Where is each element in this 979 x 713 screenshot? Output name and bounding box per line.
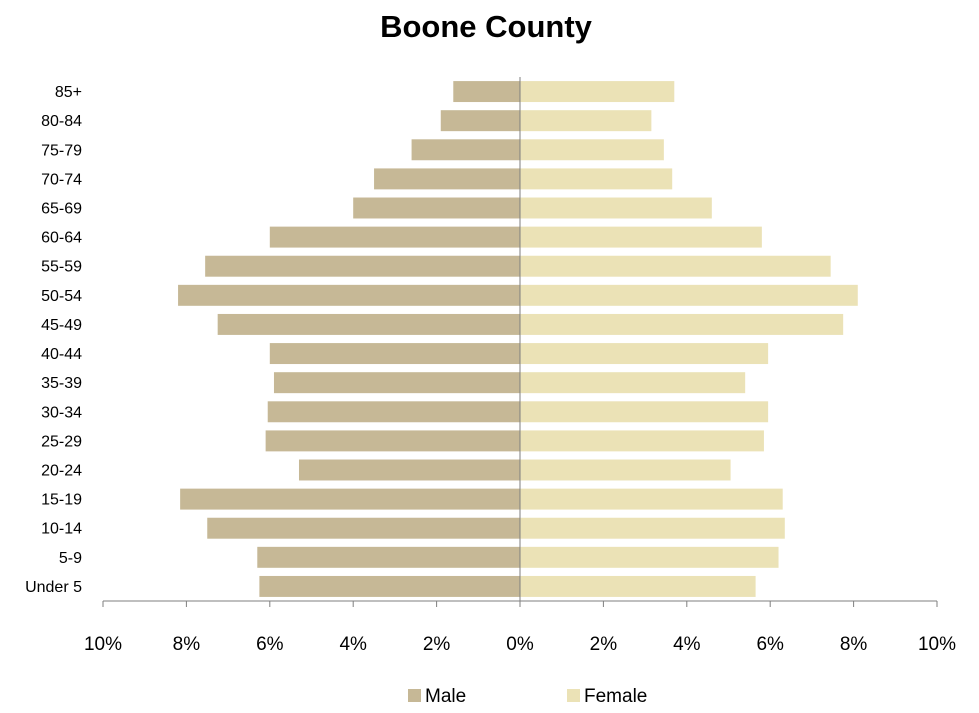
category-label-13: 20-24 (41, 463, 82, 480)
x-tick-label-10: 10% (918, 634, 956, 655)
bar-male-16 (257, 546, 520, 568)
bar-male-15 (207, 517, 520, 539)
bar-male-5 (269, 226, 520, 248)
bar-male-12 (265, 430, 520, 452)
bar-female-4 (520, 197, 712, 219)
x-tick-label-6: 2% (590, 634, 618, 655)
x-tick-label-1: 8% (173, 634, 201, 655)
x-tick-label-9: 8% (840, 634, 868, 655)
bar-male-14 (180, 488, 520, 510)
bar-male-1 (440, 110, 520, 132)
x-tick-label-4: 2% (423, 634, 451, 655)
category-label-8: 45-49 (41, 317, 82, 334)
bar-female-5 (520, 226, 762, 248)
bar-female-10 (520, 372, 746, 394)
male-bars (178, 81, 521, 597)
bar-male-17 (259, 575, 521, 597)
category-labels: 85+ 80-84 75-79 70-74 65-69 60-64 55-59 50-54 45… (25, 84, 82, 596)
chart-title: Boone County (380, 9, 593, 44)
category-label-1: 80-84 (41, 113, 82, 130)
category-label-5: 60-64 (41, 230, 82, 247)
category-label-11: 30-34 (41, 404, 82, 421)
bar-male-2 (411, 139, 520, 161)
category-label-3: 70-74 (41, 171, 82, 188)
category-label-12: 25-29 (41, 433, 82, 450)
bar-male-7 (178, 284, 520, 306)
bar-male-6 (205, 255, 520, 277)
legend: Male Female (408, 686, 647, 707)
category-label-6: 55-59 (41, 259, 82, 276)
bar-male-9 (269, 343, 520, 365)
legend-female-swatch (567, 689, 580, 702)
category-label-14: 15-19 (41, 492, 82, 509)
bar-male-0 (453, 81, 520, 103)
bar-female-15 (520, 517, 785, 539)
bar-female-0 (520, 81, 675, 103)
bar-female-12 (520, 430, 764, 452)
bar-male-4 (353, 197, 520, 219)
legend-male-swatch (408, 689, 421, 702)
x-tick-label-0: 10% (84, 634, 122, 655)
bar-male-11 (267, 401, 520, 423)
x-tick-label-2: 6% (256, 634, 284, 655)
category-label-16: 5-9 (59, 550, 82, 567)
category-label-7: 50-54 (41, 288, 82, 305)
x-tick-label-5: 0% (506, 634, 534, 655)
female-bars (520, 81, 858, 597)
legend-female-label: Female (584, 686, 647, 707)
bar-female-14 (520, 488, 783, 510)
x-tick-label-7: 4% (673, 634, 701, 655)
bar-male-3 (374, 168, 520, 190)
bar-female-6 (520, 255, 831, 277)
bar-female-13 (520, 459, 731, 481)
legend-male-label: Male (425, 686, 466, 707)
bar-female-8 (520, 313, 844, 335)
bar-female-7 (520, 284, 858, 306)
category-label-17: Under 5 (25, 579, 82, 596)
category-label-2: 75-79 (41, 142, 82, 159)
category-label-4: 65-69 (41, 201, 82, 218)
bar-female-3 (520, 168, 673, 190)
bar-male-10 (273, 372, 520, 394)
bar-female-2 (520, 139, 664, 161)
bar-female-11 (520, 401, 769, 423)
category-label-9: 40-44 (41, 346, 82, 363)
category-label-10: 35-39 (41, 375, 82, 392)
x-tick-label-3: 4% (339, 634, 367, 655)
bar-female-17 (520, 575, 756, 597)
bar-female-1 (520, 110, 652, 132)
x-tick-label-8: 6% (756, 634, 784, 655)
bar-female-9 (520, 343, 769, 365)
bar-male-13 (298, 459, 520, 481)
bar-female-16 (520, 546, 779, 568)
bar-male-8 (217, 313, 521, 335)
x-axis-ticks: 10% 8% 6% 4% 2% 0% 2% 4% 6% 8% 10% (84, 601, 956, 655)
category-label-0: 85+ (55, 84, 82, 101)
category-label-15: 10-14 (41, 521, 82, 538)
